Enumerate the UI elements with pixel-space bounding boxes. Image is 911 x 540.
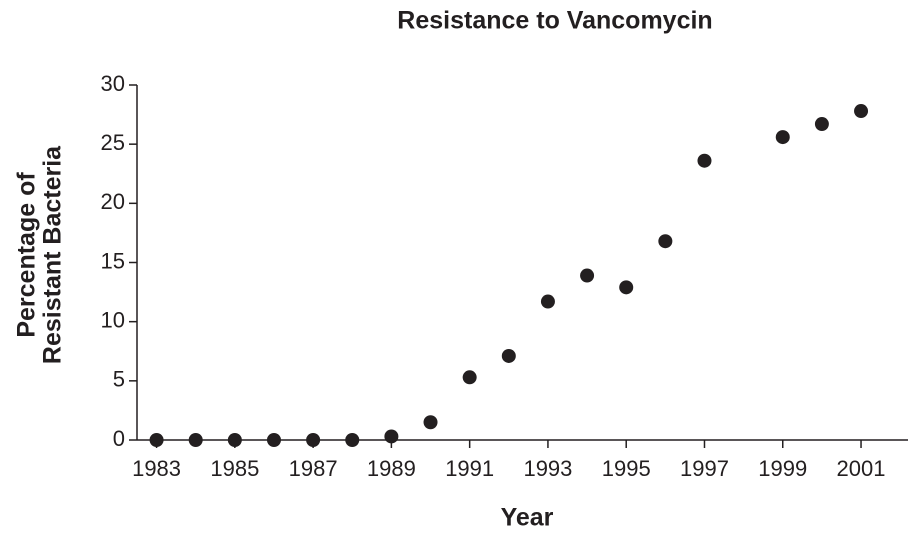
y-axis-label-line: Percentage of xyxy=(13,172,41,338)
data-point xyxy=(149,433,164,447)
data-point xyxy=(658,234,673,249)
data-point xyxy=(854,104,869,119)
data-point xyxy=(697,153,712,168)
data-point xyxy=(227,433,242,447)
x-tick-label: 1991 xyxy=(445,456,494,481)
data-point xyxy=(345,433,360,447)
data-point xyxy=(384,429,399,444)
data-point xyxy=(306,433,321,447)
x-axis-label: Year xyxy=(501,504,554,532)
x-tick-label: 2001 xyxy=(837,456,886,481)
y-axis-label-line: Resistant Bacteria xyxy=(39,145,67,364)
data-point xyxy=(462,370,477,385)
x-tick-label: 1999 xyxy=(758,456,807,481)
y-tick-label: 5 xyxy=(113,367,125,392)
data-point xyxy=(775,130,790,145)
data-point xyxy=(814,117,829,132)
x-tick-label: 1989 xyxy=(367,456,416,481)
y-tick-label: 10 xyxy=(101,307,125,332)
x-tick-label: 1995 xyxy=(602,456,651,481)
data-point xyxy=(423,415,438,430)
data-point xyxy=(540,294,555,309)
data-point xyxy=(266,433,281,447)
data-point xyxy=(501,348,516,363)
data-point xyxy=(580,268,595,283)
y-tick-label: 0 xyxy=(113,426,125,451)
y-tick-label: 15 xyxy=(101,248,125,273)
x-tick-label: 1985 xyxy=(210,456,259,481)
x-tick-label: 1993 xyxy=(523,456,572,481)
data-point xyxy=(188,433,203,447)
y-tick-label: 30 xyxy=(101,71,125,96)
y-tick-label: 25 xyxy=(101,130,125,155)
y-tick-label: 20 xyxy=(101,189,125,214)
x-tick-label: 1983 xyxy=(132,456,181,481)
y-axis-label: Percentage of Resistant Bacteria xyxy=(13,145,67,364)
x-tick-label: 1987 xyxy=(289,456,338,481)
chart-title: Resistance to Vancomycin xyxy=(397,7,712,35)
x-tick-label: 1997 xyxy=(680,456,729,481)
data-point xyxy=(619,280,634,295)
